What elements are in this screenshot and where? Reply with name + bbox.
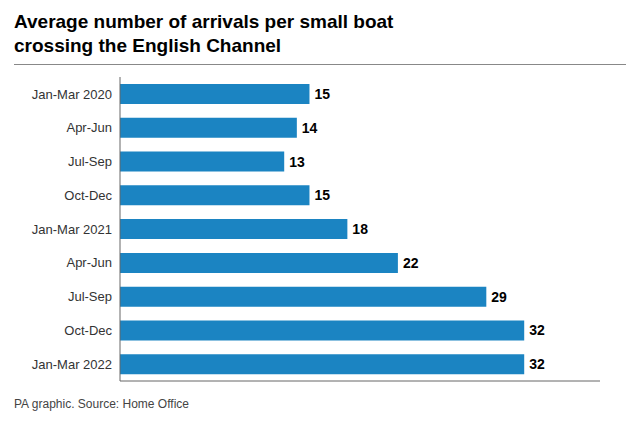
- svg-text:Apr-Jun: Apr-Jun: [66, 255, 112, 270]
- svg-text:15: 15: [314, 187, 330, 203]
- html-text:Average number of arrivals per: Average number of arrivals per small boa…: [14, 11, 394, 32]
- svg-text:Apr-Jun: Apr-Jun: [66, 120, 112, 135]
- svg-text:Jan-Mar 2021: Jan-Mar 2021: [32, 222, 112, 237]
- svg-text:Oct-Dec: Oct-Dec: [64, 188, 112, 203]
- svg-text:Oct-Dec: Oct-Dec: [64, 323, 112, 338]
- svg-text:29: 29: [491, 289, 507, 305]
- svg-text:15: 15: [314, 86, 330, 102]
- svg-text:13: 13: [289, 154, 305, 170]
- svg-text:Jul-Sep: Jul-Sep: [68, 289, 112, 304]
- html-text:PA graphic. Source: Home Offic: PA graphic. Source: Home Office: [14, 397, 189, 411]
- svg-text:22: 22: [403, 255, 419, 271]
- html-text:crossing the English Channel: crossing the English Channel: [14, 35, 282, 56]
- svg-text:18: 18: [352, 221, 368, 237]
- svg-text:Jan-Mar 2020: Jan-Mar 2020: [32, 87, 112, 102]
- svg-text:14: 14: [302, 120, 318, 136]
- svg-text:32: 32: [529, 356, 545, 372]
- svg-text:Jul-Sep: Jul-Sep: [68, 154, 112, 169]
- svg-text:Jan-Mar 2022: Jan-Mar 2022: [32, 357, 112, 372]
- svg-text:32: 32: [529, 322, 545, 338]
